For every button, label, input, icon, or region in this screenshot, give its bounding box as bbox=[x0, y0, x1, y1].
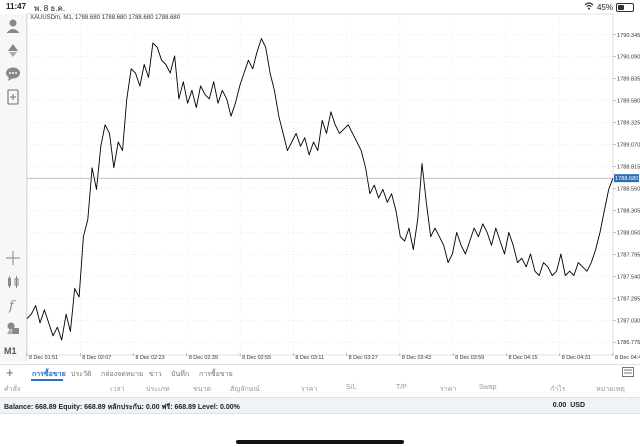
column-headers: คำสั่ง เวลา ประเภท ขนาด สัญลักษณ์ ราคา S… bbox=[0, 381, 640, 395]
timeframe-label[interactable]: M1 bbox=[4, 346, 17, 356]
trade-up-down-icon[interactable] bbox=[3, 40, 23, 60]
objects-icon[interactable] bbox=[3, 318, 23, 338]
status-bar: 11:47 พ. 8 ธ.ค. 45% bbox=[0, 0, 640, 14]
tab-mailbox[interactable]: กล่องจดหมาย bbox=[101, 371, 144, 378]
status-right: 45% bbox=[584, 2, 634, 12]
battery-percent: 45% bbox=[596, 2, 613, 12]
y-tick-label: 1788.305 bbox=[617, 208, 640, 214]
x-tick-label: 8 Dec 02:23 bbox=[136, 355, 165, 360]
wifi-icon bbox=[584, 2, 594, 12]
tab-history[interactable]: ประวัติ bbox=[71, 371, 92, 378]
y-tick-label: 1787.540 bbox=[617, 274, 640, 280]
tab-journal[interactable]: บันทึก bbox=[171, 371, 190, 378]
current-price-badge bbox=[614, 174, 639, 183]
x-tick-label: 8 Dec 04:15 bbox=[508, 355, 537, 360]
price-chart[interactable]: 1790.345 1790.090 1789.835 1789.580 1789.325… bbox=[0, 0, 640, 360]
y-tick-label: 1790.090 bbox=[617, 55, 640, 61]
col-type: ประเภท bbox=[146, 386, 170, 393]
x-tick-label: 8 Dec 01:51 bbox=[29, 355, 58, 360]
balance-profit: 0.00 USD bbox=[553, 402, 585, 409]
left-toolbar: f M1 bbox=[0, 14, 27, 362]
chat-icon[interactable] bbox=[3, 64, 23, 84]
col-volume: ขนาด bbox=[193, 386, 212, 393]
x-tick-label: 8 Dec 04:47 bbox=[615, 355, 640, 360]
y-tick-label: 1786.775 bbox=[617, 340, 640, 346]
y-tick-label: 1788.815 bbox=[617, 165, 640, 171]
y-tick-label: 1789.580 bbox=[617, 99, 640, 105]
y-tick-label: 1788.560 bbox=[617, 187, 640, 193]
col-swap: Swap bbox=[479, 384, 497, 391]
x-tick-label: 8 Dec 03:43 bbox=[402, 355, 431, 360]
expand-icon[interactable] bbox=[622, 367, 634, 379]
y-tick-label: 1789.070 bbox=[617, 143, 640, 149]
profit-value: 0.00 bbox=[552, 402, 567, 409]
price-series-line bbox=[26, 38, 614, 341]
indicators-icon[interactable] bbox=[3, 272, 23, 292]
y-tick-label: 1787.795 bbox=[617, 252, 640, 258]
y-tick-label: 1787.285 bbox=[617, 296, 640, 302]
home-indicator bbox=[236, 440, 404, 444]
col-symbol: สัญลักษณ์ bbox=[230, 386, 260, 393]
col-price: ราคา bbox=[301, 386, 318, 393]
x-tick-label: 8 Dec 04:31 bbox=[562, 355, 591, 360]
svg-text:f: f bbox=[8, 299, 16, 313]
current-price-label: 1788.680 bbox=[615, 176, 638, 182]
col-profit: กำไร bbox=[550, 386, 566, 393]
y-tick-label: 1789.835 bbox=[617, 77, 640, 83]
function-icon[interactable]: f bbox=[3, 295, 23, 315]
user-icon[interactable] bbox=[3, 16, 23, 36]
y-tick-label: 1789.325 bbox=[617, 121, 640, 127]
col-current-price: ราคา bbox=[440, 386, 457, 393]
col-order: คำสั่ง bbox=[4, 386, 21, 393]
col-tp: T/P bbox=[396, 384, 407, 391]
new-order-icon[interactable] bbox=[3, 87, 23, 107]
status-time: 11:47 bbox=[6, 2, 27, 11]
col-comment: หมายเหตุ bbox=[596, 386, 625, 393]
y-tick-label: 1787.030 bbox=[617, 318, 640, 324]
balance-text: Balance: 668.89 Equity: 668.89 หลักประกั… bbox=[4, 404, 240, 411]
active-tab-indicator bbox=[31, 379, 63, 381]
x-tick-label: 8 Dec 03:11 bbox=[295, 355, 324, 360]
chart-frame bbox=[26, 13, 614, 356]
col-time: เวลา bbox=[110, 386, 125, 393]
y-tick-label: 1788.050 bbox=[617, 230, 640, 236]
col-sl: S/L bbox=[346, 384, 357, 391]
x-tick-label: 8 Dec 02:55 bbox=[242, 355, 271, 360]
y-tick-label: 1790.345 bbox=[617, 33, 640, 39]
status-date: พ. 8 ธ.ค. bbox=[34, 4, 66, 13]
currency-label: USD bbox=[570, 402, 585, 409]
crosshair-icon[interactable] bbox=[3, 248, 23, 268]
chart-title: XAUUSDm, M1, 1788.680 1788.680 1788.680 … bbox=[30, 15, 181, 21]
x-tick-label: 8 Dec 02:07 bbox=[82, 355, 111, 360]
tab-news[interactable]: ข่าว bbox=[149, 371, 162, 378]
x-tick-label: 8 Dec 03:27 bbox=[349, 355, 378, 360]
battery-icon bbox=[616, 2, 634, 12]
tab-trade[interactable]: การซื้อขาย bbox=[32, 371, 66, 378]
x-tick-label: 8 Dec 02:39 bbox=[189, 355, 218, 360]
add-icon[interactable]: + bbox=[6, 365, 14, 380]
tab-orders[interactable]: การซื้อขาย bbox=[199, 371, 233, 378]
balance-row: Balance: 668.89 Equity: 668.89 หลักประกั… bbox=[0, 397, 640, 414]
terminal-tabs: + การซื้อขาย ประวัติ กล่องจดหมาย ข่าว บั… bbox=[0, 364, 640, 381]
x-tick-label: 8 Dec 03:59 bbox=[455, 355, 484, 360]
